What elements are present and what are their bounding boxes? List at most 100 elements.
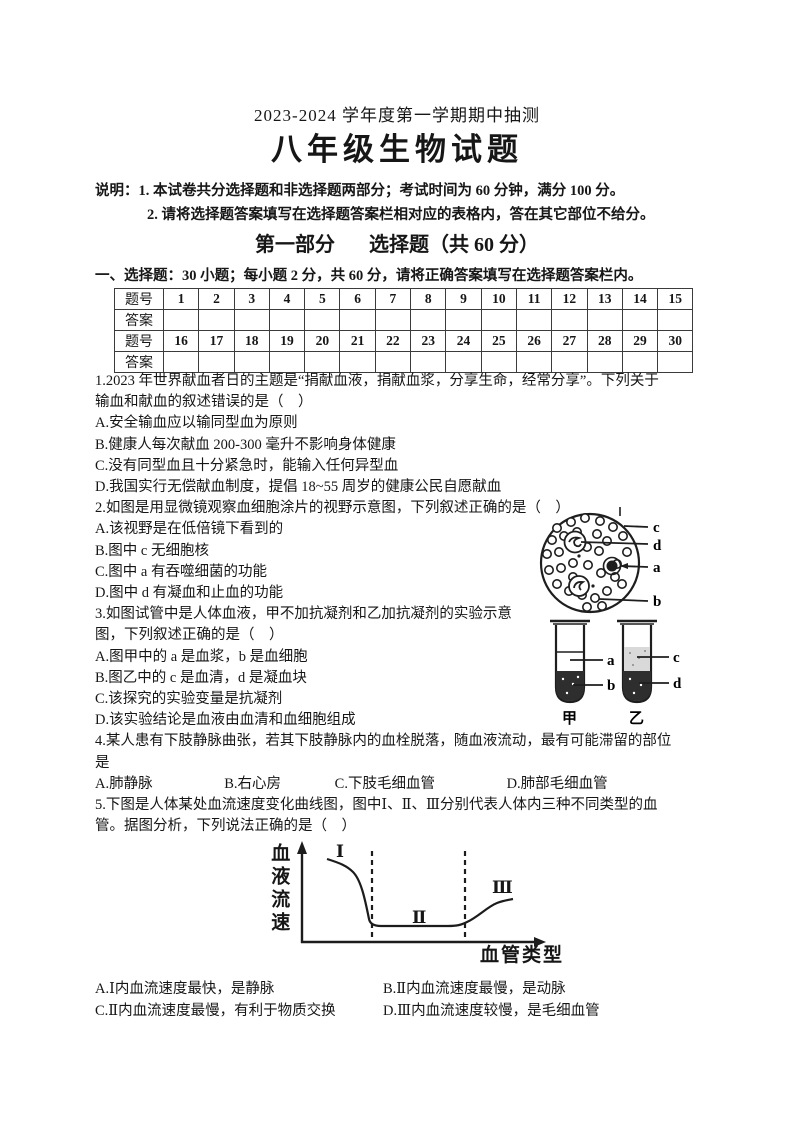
option-b: B.右心房	[224, 775, 282, 792]
question-text: 5.下图是人体某处血流速度变化曲线图，图中Ⅰ、Ⅱ、Ⅲ分别代表人体内三种不同类型的…	[95, 797, 658, 814]
option-d: D.该实验结论是血液由血清和血细胞组成	[95, 712, 356, 729]
page-title: 八年级生物试题	[271, 132, 523, 167]
question-number-cell: 22	[374, 330, 412, 352]
tube-name-jia: 甲	[562, 710, 577, 727]
tube-label-d: d	[673, 676, 682, 692]
answer-cell	[339, 309, 376, 331]
microscope-field-circle	[539, 512, 641, 614]
answer-cell	[198, 309, 235, 331]
question-4: 4.某人患有下肢静脉曲张，若其下肢静脉内的血栓脱落，随血液流动，最有可能滞留的部…	[95, 731, 753, 795]
answer-table-row: 题号 1 2 3 4 5 6 7 8 9 10 11 12 13 14 15	[114, 288, 694, 310]
option-a: A.该视野是在低倍镜下看到的	[95, 521, 284, 538]
answer-table-row: 答案	[114, 351, 694, 373]
question-number-cell: 29	[621, 330, 659, 352]
answer-cell	[410, 351, 447, 373]
answer-cell	[586, 309, 623, 331]
question-number-cell: 21	[339, 330, 376, 352]
question-number-cell: 12	[551, 288, 588, 310]
options-grid: A.Ⅰ内血流速度最快，是静脉 B.Ⅱ内血流速度最慢，是动脉 C.Ⅱ内血流速度最慢…	[95, 979, 753, 1021]
question-3: 3.如图试管中是人体血液，甲不加抗凝剂和乙加抗凝剂的实验示意 图，下列叙述正确的…	[95, 604, 753, 731]
answer-table-row-label: 答案	[114, 351, 164, 373]
question-number-cell: 30	[657, 330, 694, 352]
answer-cell	[162, 309, 200, 331]
answer-cell	[586, 351, 623, 373]
section-title: 第一部分 选择题（共 60 分）	[0, 228, 794, 257]
answer-cell	[515, 351, 553, 373]
answer-cell	[304, 309, 341, 331]
blood-smear-figure: c d a b	[527, 502, 705, 619]
option-c: C.没有同型血且十分紧急时，能输入任何异型血	[95, 457, 399, 474]
question-list: 1.2023 年世界献血者日的主题是“捐献血液，捐献血浆，分享生命，经常分享”。…	[95, 371, 753, 1022]
question-number-cell: 28	[586, 330, 623, 352]
option-b: B.健康人每次献血 200-300 毫升不影响身体健康	[95, 436, 396, 453]
option-b: B.图乙中的 c 是血清，d 是凝血块	[95, 669, 307, 686]
question-number-cell: 20	[304, 330, 341, 352]
answer-table-row-label: 答案	[114, 309, 164, 331]
answer-table-row: 答案	[114, 309, 694, 331]
section-part-label: 第一部分	[255, 234, 335, 256]
question-number-cell: 25	[480, 330, 517, 352]
question-number-cell: 3	[233, 288, 270, 310]
smear-label-d: d	[653, 538, 662, 554]
question-number-cell: 11	[515, 288, 553, 310]
question-text: 4.某人患有下肢静脉曲张，若其下肢静脉内的血栓脱落，随血液流动，最有可能滞留的部…	[95, 733, 672, 750]
question-text: 3.如图试管中是人体血液，甲不加抗凝剂和乙加抗凝剂的实验示意	[95, 606, 512, 623]
x-axis-arrow	[534, 937, 546, 948]
answer-cell	[374, 309, 412, 331]
option-c: C.下肢毛细血管	[334, 775, 435, 792]
answer-cell	[339, 351, 376, 373]
question-number-cell: 8	[410, 288, 447, 310]
option-d: D.Ⅲ内血流速度较慢，是毛细血管	[383, 1002, 600, 1019]
question-text: 输血和献血的叙述错误的是（ ）	[95, 394, 313, 411]
option-d: D.肺部毛细血管	[506, 775, 608, 792]
tube-label-c: c	[673, 650, 680, 666]
question-number-cell: 17	[198, 330, 235, 352]
smear-label-b: b	[653, 594, 661, 610]
tube-label-a: a	[607, 653, 615, 669]
answer-cell	[268, 309, 306, 331]
label-line-c	[623, 525, 649, 528]
answer-cell	[445, 351, 482, 373]
answer-cell	[621, 309, 659, 331]
region-label-1: Ⅰ	[336, 842, 344, 862]
answer-cell	[480, 309, 517, 331]
test-tubes-figure: a b c d 甲 乙	[533, 609, 708, 729]
option-b: B.图中 c 无细胞核	[95, 542, 209, 559]
answer-cell	[551, 351, 588, 373]
tube-name-yi: 乙	[629, 711, 644, 727]
option-d: D.我国实行无偿献血制度，提倡 18~55 周岁的健康公民自愿献血	[95, 479, 502, 496]
option-c: C.该探究的实验变量是抗凝剂	[95, 691, 283, 708]
flow-curve-figure	[297, 841, 546, 948]
region-label-3: Ⅲ	[492, 878, 513, 898]
question-number-cell: 2	[198, 288, 235, 310]
question-text: 图，下列叙述正确的是（ ）	[95, 627, 284, 644]
note-line-1: 说明：1. 本试卷共分选择题和非选择题两部分；考试时间为 60 分钟，满分 10…	[95, 183, 625, 199]
answer-cell	[268, 351, 306, 373]
options-row: A.肺静脉 B.右心房 C.下肢毛细血管 D.肺部毛细血管	[95, 774, 753, 795]
answer-cell	[657, 351, 694, 373]
note-line-2: 2. 请将选择题答案填写在选择题答案栏相对应的表格内，答在其它部位不给分。	[147, 207, 655, 223]
answer-table-row-label: 题号	[114, 288, 164, 310]
x-axis-label: 血管类型	[480, 945, 565, 967]
question-number-cell: 9	[445, 288, 482, 310]
label-line-d	[580, 541, 649, 545]
answer-cell	[515, 309, 553, 331]
question-number-cell: 24	[445, 330, 482, 352]
question-5: 5.下图是人体某处血流速度变化曲线图，图中Ⅰ、Ⅱ、Ⅲ分别代表人体内三种不同类型的…	[95, 795, 753, 1022]
answer-cell	[621, 351, 659, 373]
question-text: 1.2023 年世界献血者日的主题是“捐献血液，捐献血浆，分享生命，经常分享”。…	[95, 373, 659, 389]
answer-table-row-label: 题号	[114, 330, 164, 352]
exam-notes: 说明：1. 本试卷共分选择题和非选择题两部分；考试时间为 60 分钟，满分 10…	[95, 179, 755, 227]
option-a: A.肺静脉	[95, 775, 153, 792]
answer-cell	[233, 351, 270, 373]
smear-label-c: c	[653, 520, 660, 536]
question-number-cell: 10	[480, 288, 517, 310]
option-a: A.安全输血应以输同型血为原则	[95, 415, 298, 432]
red-blood-cells	[542, 513, 633, 613]
question-number-cell: 16	[162, 330, 200, 352]
option-c: C.图中 a 有吞噬细菌的功能	[95, 563, 267, 580]
tube-yi	[617, 619, 657, 704]
question-text: 管。据图分析，下列说法正确的是（ ）	[95, 818, 356, 835]
section-intro: 一、选择题：30 小题；每小题 2 分，共 60 分，请将正确答案填写在选择题答…	[95, 268, 643, 284]
answer-cell	[551, 309, 588, 331]
